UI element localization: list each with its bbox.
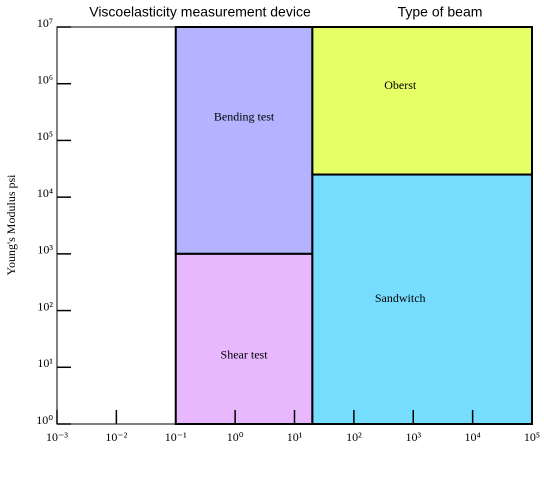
region (174, 252, 314, 425)
y-tick-label: 10⁵ (37, 129, 53, 143)
region-label: Oberst (384, 78, 417, 92)
y-tick-label: 10¹ (37, 356, 53, 370)
region (311, 26, 533, 176)
x-tick-label: 10³ (405, 430, 421, 444)
y-tick-label: 10⁴ (37, 186, 53, 200)
y-tick-label: 10⁰ (36, 413, 53, 427)
y-tick-label: 10⁶ (37, 72, 53, 86)
y-tick-label: 10³ (37, 243, 53, 257)
region (311, 173, 533, 425)
x-tick-label: 10¹ (287, 430, 303, 444)
region-label: Bending test (214, 109, 275, 123)
x-tick-label: 10⁻¹ (165, 430, 187, 444)
y-tick-label: 10⁷ (37, 16, 53, 30)
x-tick-label: 10⁰ (227, 430, 244, 444)
x-tick-label: 10⁻³ (46, 430, 68, 444)
y-tick-label: 10² (37, 299, 53, 313)
y-axis-label: Young's Modulus psi (4, 174, 18, 276)
header: Viscoelasticity measurement device (89, 4, 311, 20)
header: Type of beam (398, 4, 483, 20)
region-label: Sandwitch (375, 291, 426, 305)
x-tick-label: 10⁵ (524, 430, 540, 444)
x-tick-label: 10² (346, 430, 362, 444)
x-tick-label: 10⁻² (105, 430, 127, 444)
region (174, 26, 314, 255)
x-tick-label: 10⁴ (465, 430, 481, 444)
region-label: Shear test (221, 348, 269, 362)
